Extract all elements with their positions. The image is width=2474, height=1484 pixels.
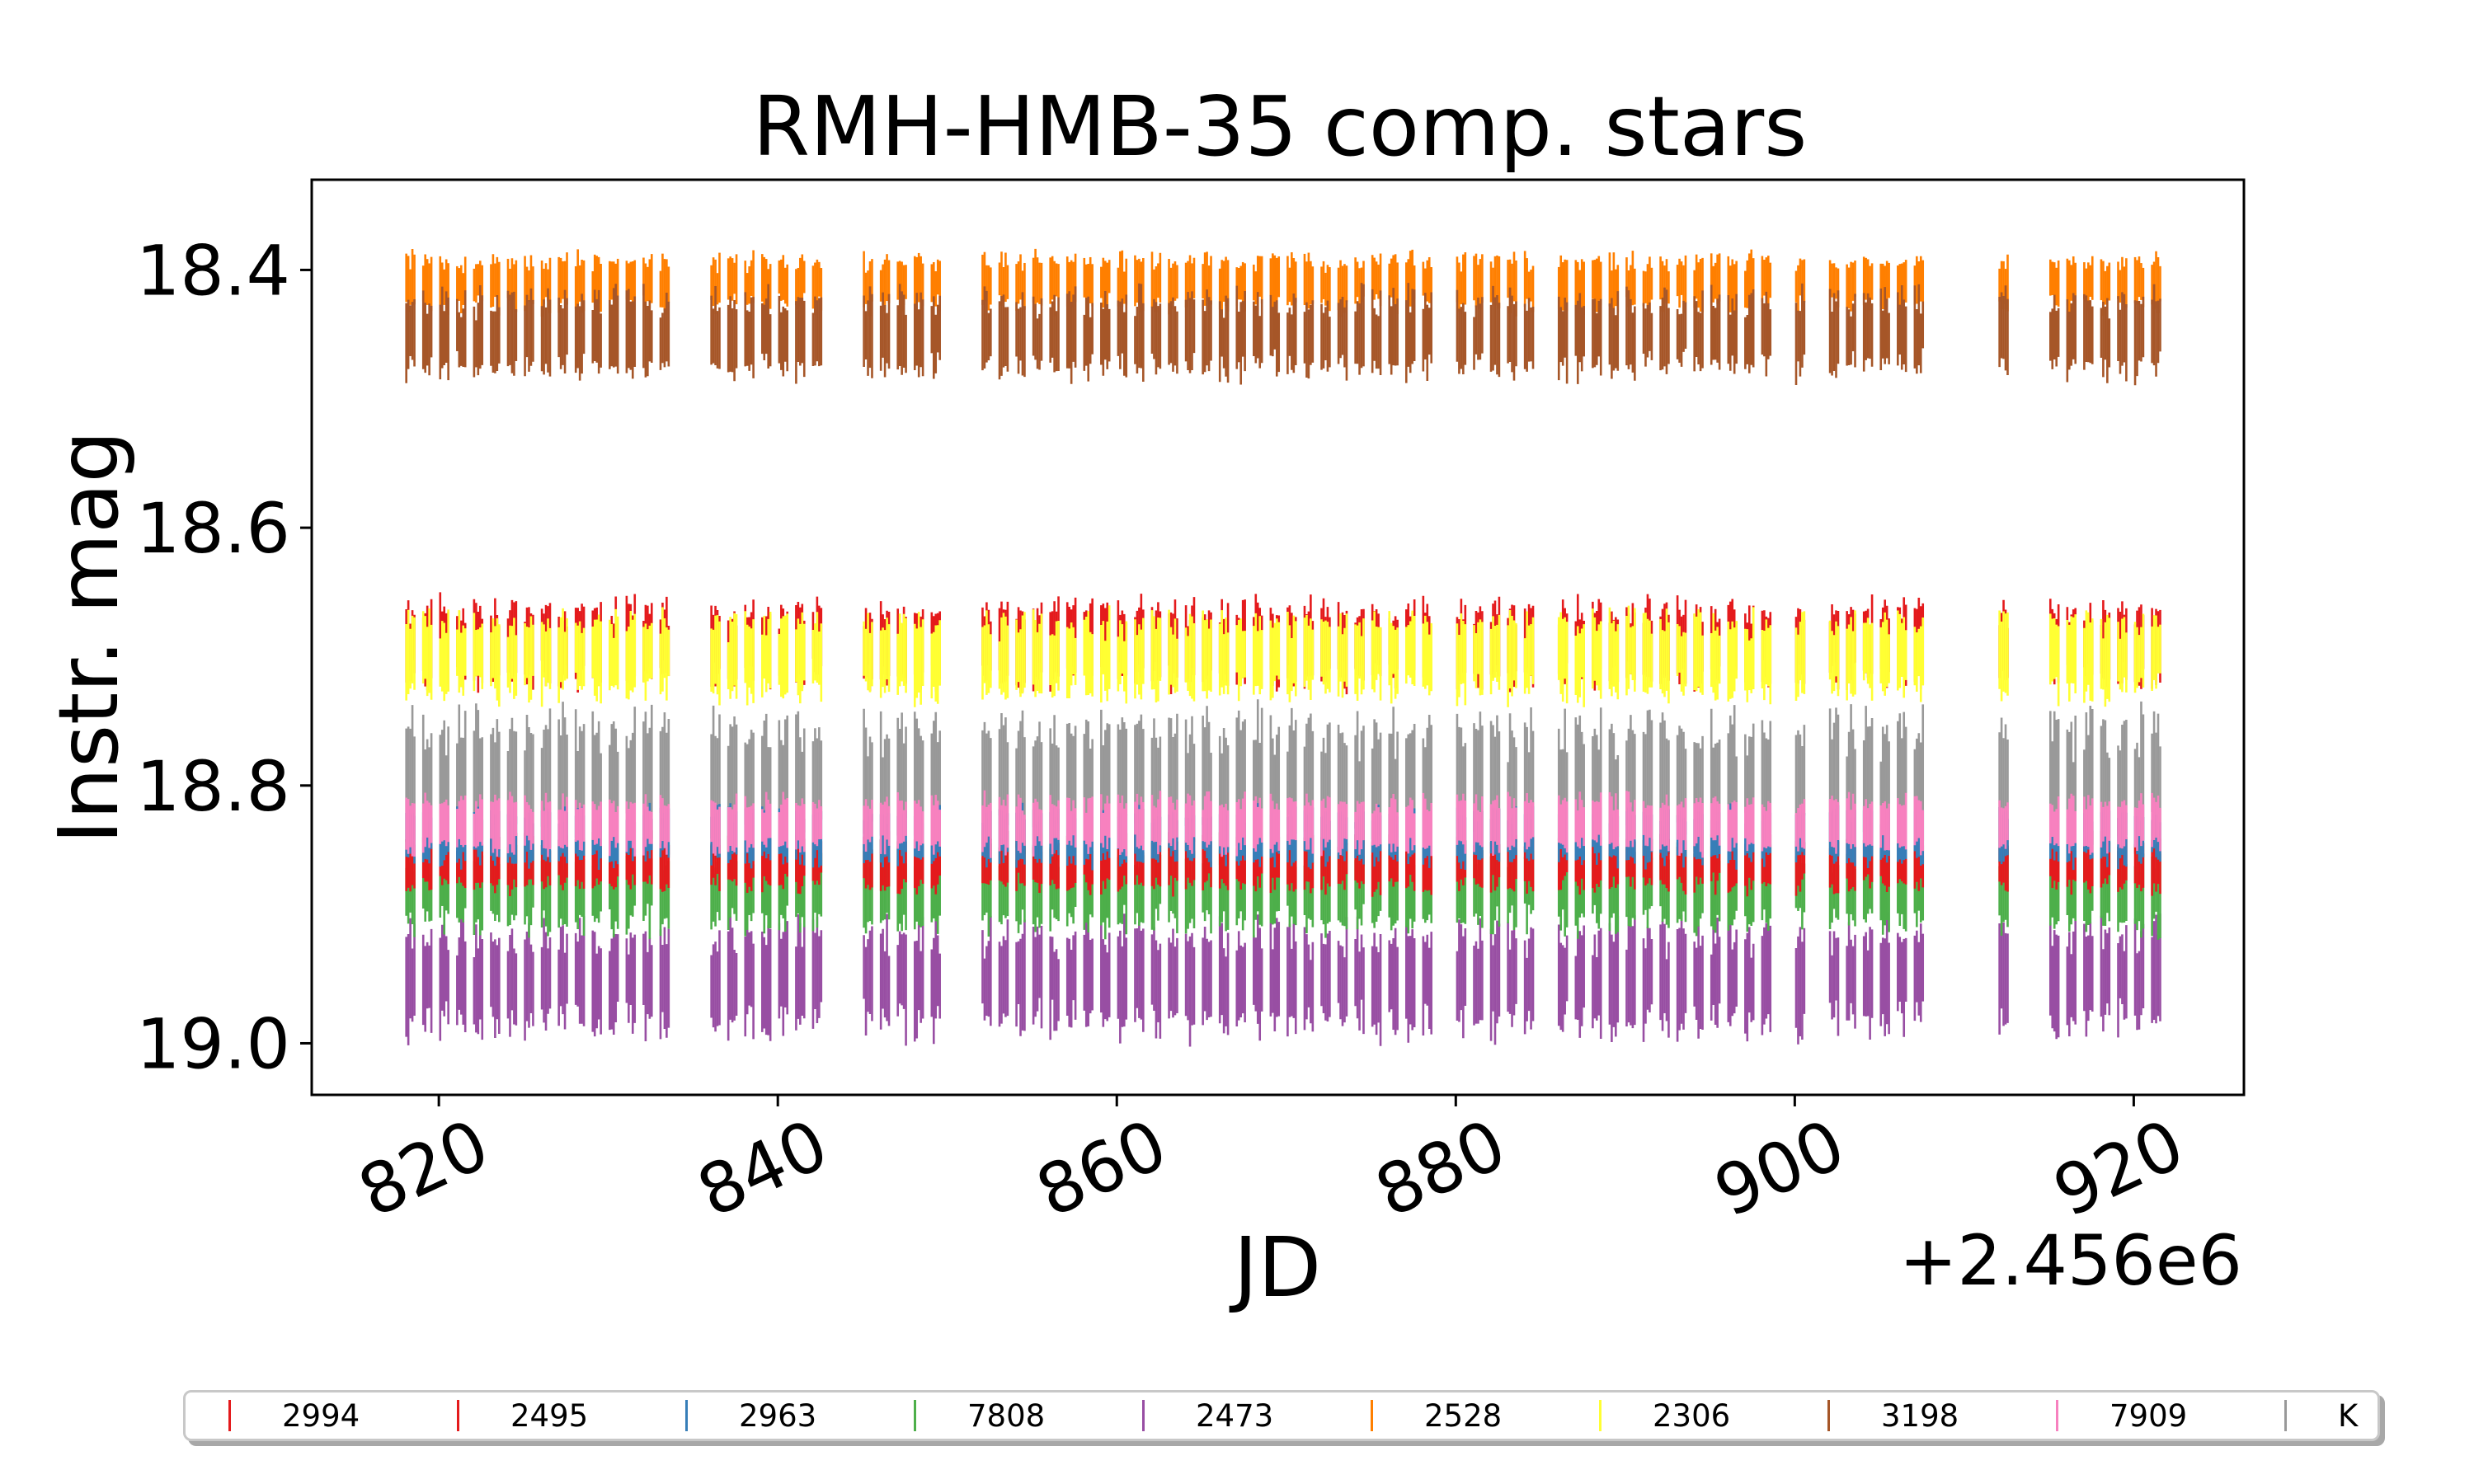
legend-swatch [685, 1400, 688, 1431]
x-tick-label: 880 [1364, 1104, 1518, 1233]
series-7909 [405, 790, 2161, 858]
legend-label: 2495 [510, 1397, 589, 1434]
legend-item: 3198 [1827, 1392, 1959, 1439]
legend: 2994 2495 2963 7808 2473 2528 2306 3198 7909 K [183, 1390, 2380, 1441]
y-tick-label: 18.4 [136, 230, 290, 311]
legend-swatch [457, 1400, 459, 1431]
x-tick-label: 820 [346, 1104, 501, 1233]
legend-item: 7808 [914, 1392, 1045, 1439]
legend-item: 2994 [228, 1392, 360, 1439]
legend-swatch [1142, 1400, 1145, 1431]
x-tick-label: 920 [2042, 1104, 2196, 1233]
series-3198 [405, 283, 2161, 386]
legend-swatch [1827, 1400, 1830, 1431]
x-tick-label: 860 [1024, 1104, 1178, 1233]
y-axis-label: Instr. mag [40, 430, 137, 844]
series-2306 [405, 605, 2161, 707]
x-axis-ticks: 820 840 860 880 900 920 [346, 1095, 2195, 1233]
legend-swatch [228, 1400, 231, 1431]
series-2473 [405, 913, 2161, 1047]
legend-item: 2306 [1599, 1392, 1730, 1439]
legend-label: 7909 [2109, 1397, 2188, 1434]
x-axis-offset-label: +2.456e6 [1899, 1220, 2242, 1301]
plot-frame [310, 178, 2246, 1097]
chart-title: RMH-HMB-35 comp. stars [753, 78, 1808, 175]
legend-item: 2963 [685, 1392, 816, 1439]
legend-swatch [2284, 1400, 2287, 1431]
legend-label: 7808 [967, 1397, 1046, 1434]
legend-label: 2306 [1653, 1397, 1731, 1434]
legend-label: K [2338, 1397, 2359, 1434]
legend-swatch [1371, 1400, 1373, 1431]
legend-label: 2528 [1424, 1397, 1503, 1434]
legend-label: 2963 [739, 1397, 817, 1434]
y-tick-label: 18.6 [136, 488, 290, 569]
legend-swatch [914, 1400, 916, 1431]
x-tick-label: 840 [685, 1104, 840, 1233]
x-axis-label: JD [1229, 1219, 1322, 1316]
legend-item: 2528 [1371, 1392, 1502, 1439]
plot-marks [405, 248, 2161, 1047]
legend-swatch [1599, 1400, 1602, 1431]
legend-item: 2495 [457, 1392, 588, 1439]
legend-item: K [2284, 1392, 2358, 1439]
x-tick-label: 900 [1703, 1104, 1857, 1233]
y-tick-label: 19.0 [136, 1003, 290, 1084]
legend-label: 2473 [1196, 1397, 1274, 1434]
legend-label: 3198 [1881, 1397, 1959, 1434]
legend-item: 2473 [1142, 1392, 1273, 1439]
legend-label: 2994 [282, 1397, 360, 1434]
legend-item: 7909 [2056, 1392, 2187, 1439]
y-axis-ticks: 18.4 18.6 18.8 19.0 [136, 230, 312, 1084]
y-tick-label: 18.8 [136, 746, 290, 827]
legend-swatch [2056, 1400, 2058, 1431]
